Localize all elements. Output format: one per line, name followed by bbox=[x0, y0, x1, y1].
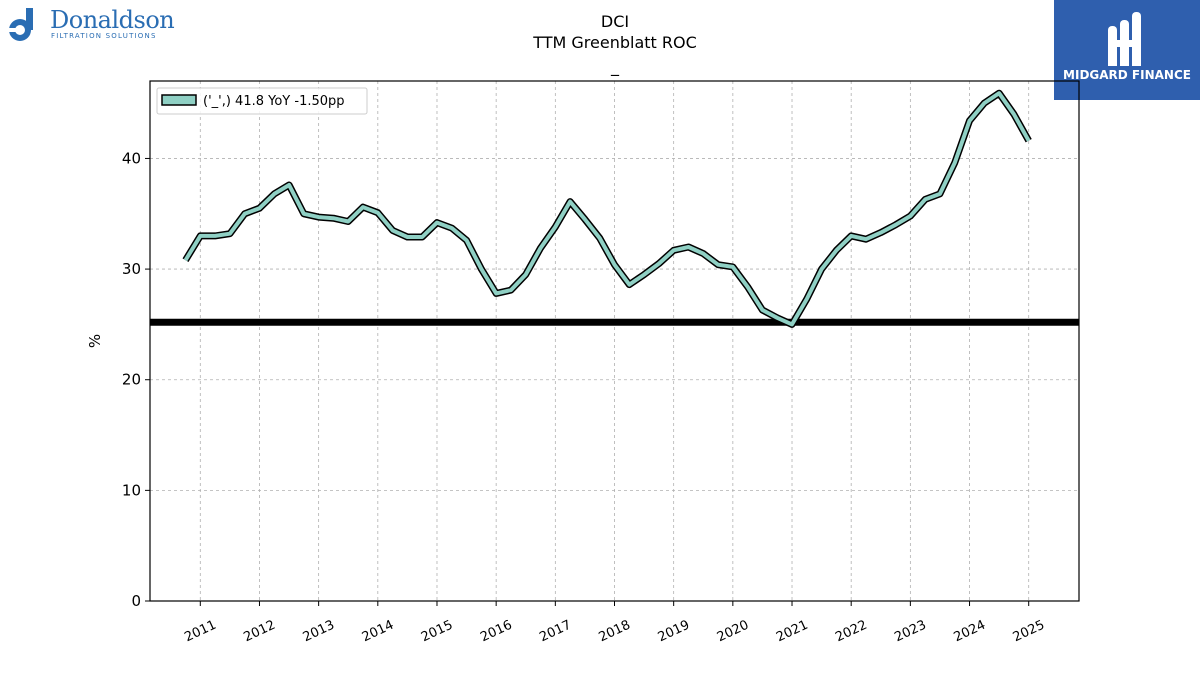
x-tick-label: 2018 bbox=[597, 618, 633, 646]
midgard-monogram-icon bbox=[1108, 12, 1141, 66]
x-tick-label: 2022 bbox=[833, 618, 869, 646]
x-tick-label: 2023 bbox=[892, 618, 928, 646]
x-tick-label: 2019 bbox=[656, 618, 692, 646]
chart-title: DCI bbox=[601, 12, 629, 31]
x-tick-label: 2021 bbox=[774, 618, 810, 646]
y-axis-ticks: 0 10 20 30 40 bbox=[122, 149, 150, 610]
grid bbox=[150, 81, 1079, 602]
y-tick-label: 30 bbox=[122, 260, 141, 278]
legend-box bbox=[156, 87, 368, 115]
y-tick-label: 0 bbox=[131, 592, 141, 610]
series-group bbox=[182, 89, 1032, 328]
x-tick-label: 2020 bbox=[715, 618, 751, 646]
y-tick-label: 10 bbox=[122, 481, 141, 499]
x-tick-label: 2025 bbox=[1011, 618, 1047, 646]
legend-swatch bbox=[161, 94, 197, 106]
chart-sub-marker: _ bbox=[610, 57, 620, 77]
y-tick-label: 40 bbox=[122, 149, 141, 167]
x-tick-label: 2016 bbox=[478, 618, 514, 646]
series-line bbox=[183, 91, 1031, 327]
x-tick-label: 2011 bbox=[182, 618, 218, 646]
midgard-finance-logo-name: MIDGARD FINANCE bbox=[1063, 68, 1191, 82]
x-tick-label: 2017 bbox=[537, 618, 573, 646]
chart-subtitle: TTM Greenblatt ROC bbox=[532, 33, 697, 52]
x-axis-ticks: 2011 2012 2013 2014 2015 2016 2017 2018 2019 2020… bbox=[182, 601, 1047, 645]
legend-label: ('_',) 41.8 YoY -1.50pp bbox=[203, 94, 345, 109]
x-tick-label: 2012 bbox=[242, 618, 278, 646]
x-tick-label: 2014 bbox=[360, 618, 396, 646]
series-line-outline bbox=[182, 89, 1032, 328]
donaldson-logo: Donaldson FILTRATION SOLUTIONS bbox=[4, 4, 179, 44]
donaldson-logo-tagline: FILTRATION SOLUTIONS bbox=[51, 32, 157, 40]
donaldson-logo-icon bbox=[8, 8, 33, 41]
x-tick-label: 2024 bbox=[952, 618, 988, 646]
x-tick-label: 2015 bbox=[419, 618, 455, 646]
x-tick-label: 2013 bbox=[301, 618, 337, 646]
y-axis-label: % bbox=[86, 334, 104, 348]
donaldson-logo-name: Donaldson bbox=[50, 6, 175, 34]
y-tick-label: 20 bbox=[122, 371, 141, 389]
legend: ('_',) 41.8 YoY -1.50pp bbox=[156, 87, 368, 115]
midgard-finance-logo: MIDGARD FINANCE bbox=[1054, 0, 1200, 100]
